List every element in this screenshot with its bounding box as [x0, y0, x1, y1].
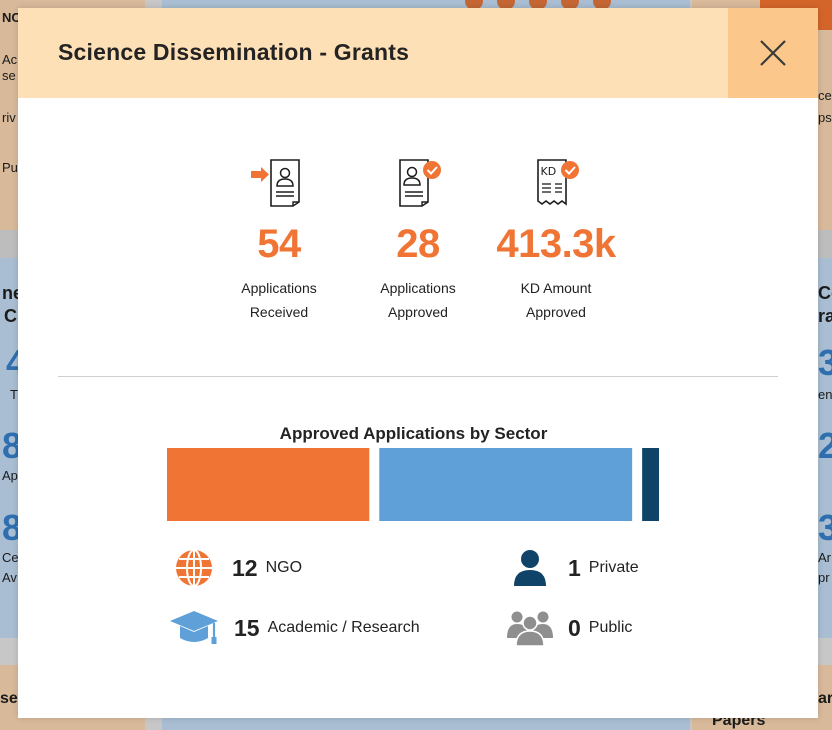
bg-text: ps	[818, 110, 832, 125]
legend-count: 0	[568, 614, 581, 641]
stat-label-line: Received	[249, 304, 309, 320]
stat-label-line: Applications	[241, 280, 317, 296]
background-dots	[465, 0, 611, 10]
legend-label: Private	[588, 559, 639, 576]
stat-label-line: Approved	[388, 304, 448, 320]
stat-label-line: KD Amount	[520, 280, 592, 296]
stat-value: 28	[396, 222, 440, 266]
legend-item-public: 0 Public	[506, 608, 632, 648]
stat-label: Applications Received	[209, 276, 349, 324]
chart-title: Approved Applications by Sector	[279, 424, 548, 443]
bg-text: Av	[2, 570, 17, 585]
stat-label: KD Amount Approved	[486, 276, 626, 324]
bg-text: Ap	[2, 468, 18, 483]
bg-text: NC	[2, 10, 21, 25]
bg-text: ne	[2, 283, 24, 303]
bg-text: C	[4, 306, 17, 326]
bg-text: Ac	[2, 52, 18, 67]
legend-count: 1	[568, 554, 581, 581]
bg-number: 8	[2, 425, 23, 466]
background-card-center	[162, 0, 690, 8]
bg-text: ce	[818, 88, 832, 103]
legend-label: Academic / Research	[267, 619, 420, 636]
section-divider	[58, 376, 778, 377]
bg-text: Ar	[818, 550, 831, 565]
bg-number: 3	[818, 507, 832, 548]
svg-text:KD: KD	[541, 165, 557, 178]
application-approved-icon	[399, 159, 441, 207]
legend-item-ngo: 12 NGO	[172, 548, 302, 588]
bg-number: 3	[818, 342, 832, 383]
modal-header: Science Dissemination - Grants	[18, 8, 818, 98]
legend-count: 15	[234, 614, 260, 641]
close-button[interactable]	[728, 8, 818, 98]
modal-title: Science Dissemination - Grants	[58, 39, 410, 65]
legend-count: 12	[232, 554, 258, 581]
stat-value: 54	[257, 222, 301, 266]
people-group-icon	[507, 611, 553, 647]
legend-item-private: 1 Private	[508, 548, 639, 588]
bg-text: se	[2, 68, 16, 83]
bar-segment-ngo[interactable]	[167, 448, 370, 521]
bg-number: 8	[2, 507, 23, 548]
background-card-center-3	[162, 718, 690, 730]
bg-text: Co	[818, 283, 832, 303]
stat-applications-approved: 28 Applications Approved	[348, 158, 488, 324]
close-icon	[760, 40, 786, 66]
application-received-icon	[251, 159, 300, 207]
bg-text: T	[10, 387, 18, 402]
legend-item-academic: 15 Academic / Research	[168, 608, 420, 648]
bg-text: ent	[818, 387, 832, 402]
bar-segment-private[interactable]	[642, 448, 659, 521]
grants-modal: Science Dissemination - Grants 54 Applic…	[18, 8, 818, 718]
bg-text: pr	[818, 570, 830, 585]
globe-icon	[176, 549, 212, 587]
bg-text: ar	[818, 690, 832, 707]
stat-label-line: Approved	[526, 304, 586, 320]
bg-number: 2	[818, 425, 832, 466]
bg-text: riv	[2, 110, 16, 125]
bg-text: ra	[818, 306, 832, 326]
stat-label: Applications Approved	[348, 276, 488, 324]
stat-value: 413.3k	[496, 222, 616, 266]
sector-stacked-bar-chart	[167, 448, 659, 521]
bg-text: Ce	[2, 550, 19, 565]
kd-amount-approved-icon: KD	[537, 159, 579, 206]
graduation-cap-icon	[170, 611, 218, 644]
stat-kd-amount-approved: KD 413.3k KD Amount Approved	[486, 158, 626, 324]
stat-applications-received: 54 Applications Received	[209, 158, 349, 324]
stat-label-line: Applications	[380, 280, 456, 296]
person-icon	[514, 550, 546, 586]
legend-label: Public	[588, 619, 633, 636]
bar-segment-academic-research[interactable]	[379, 448, 633, 521]
bg-text: se	[0, 690, 18, 707]
legend-label: NGO	[265, 559, 303, 576]
